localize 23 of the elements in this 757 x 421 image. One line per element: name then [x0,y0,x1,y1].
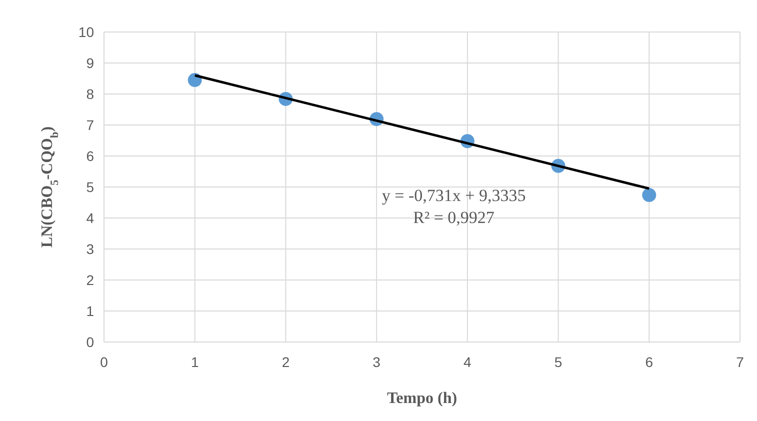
x-tick-label: 6 [645,354,654,370]
y-tick-label: 5 [86,178,94,195]
y-tick-label: 6 [86,148,94,164]
x-tick-label: 2 [282,354,290,370]
y-tick-label: 4 [86,210,94,226]
y-tick-label: 1 [86,302,94,319]
y-tick-label: 10 [78,24,94,40]
x-tick-label: 3 [372,354,381,370]
y-tick-label: 7 [86,116,94,133]
y-tick-label: 0 [86,334,94,350]
point [642,188,656,202]
annotation: R² = 0,9927 [413,208,495,227]
y-tick-label: 3 [86,240,94,257]
y-tick-label: 8 [86,86,94,102]
x-tick-label: 0 [100,354,108,370]
y-tick-label: 2 [86,272,94,288]
x-axis-title: Tempo (h) [386,390,458,407]
x-tick-label: 4 [464,354,472,370]
x-tick-label: 7 [736,354,744,370]
x-tick-label: 1 [190,354,199,370]
annotation: y = -0,731x + 9,3335 [382,186,526,205]
y-tick-label: 9 [86,54,94,71]
x-tick-label: 5 [554,354,562,370]
